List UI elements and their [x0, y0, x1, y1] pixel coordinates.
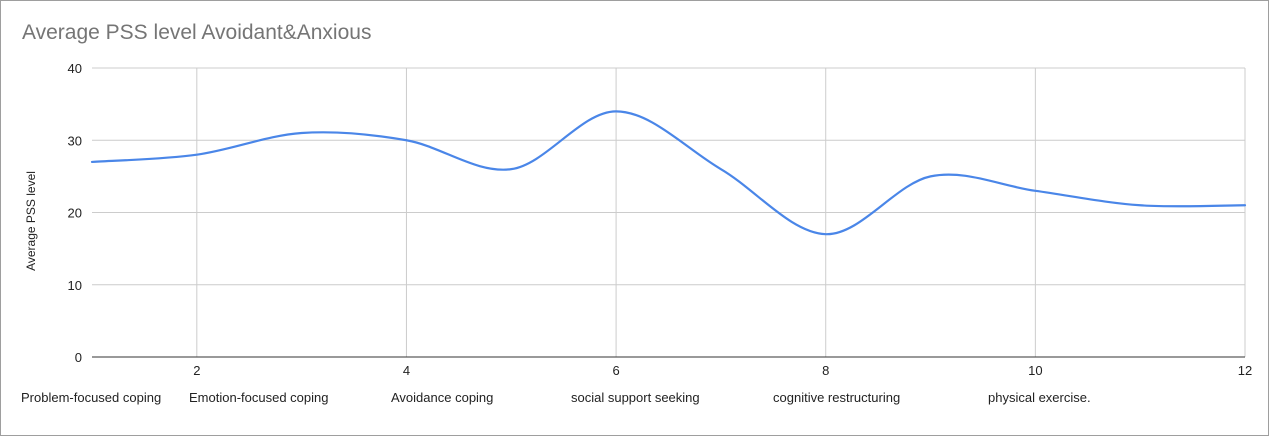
- series-layer: [90, 110, 1247, 236]
- x-tick-label: 6: [612, 363, 619, 378]
- x-tick-label: 8: [822, 363, 829, 378]
- category-label: Emotion-focused coping: [189, 390, 329, 405]
- category-label: physical exercise.: [988, 390, 1091, 405]
- y-tick-label: 40: [68, 61, 82, 76]
- x-tick-label: 2: [193, 363, 200, 378]
- x-tick-label: 10: [1028, 363, 1042, 378]
- y-tick-label: 10: [68, 278, 82, 293]
- y-tick-label: 30: [68, 133, 82, 148]
- series-line: [90, 110, 1247, 236]
- x-tick-label: 12: [1238, 363, 1252, 378]
- tick-labels: 0 10 20 30 40 2 4 6 8 10 12: [68, 61, 1253, 378]
- category-label: cognitive restructuring: [773, 390, 901, 405]
- category-label: Avoidance coping: [391, 390, 494, 405]
- gridlines: [92, 67, 1246, 357]
- y-tick-label: 20: [68, 206, 82, 221]
- y-tick-label: 0: [75, 350, 82, 365]
- chart-title: Average PSS level Avoidant&Anxious: [22, 21, 372, 44]
- category-label: social support seeking: [571, 390, 700, 405]
- category-label: Problem-focused coping: [21, 390, 162, 405]
- x-tick-label: 4: [403, 363, 410, 378]
